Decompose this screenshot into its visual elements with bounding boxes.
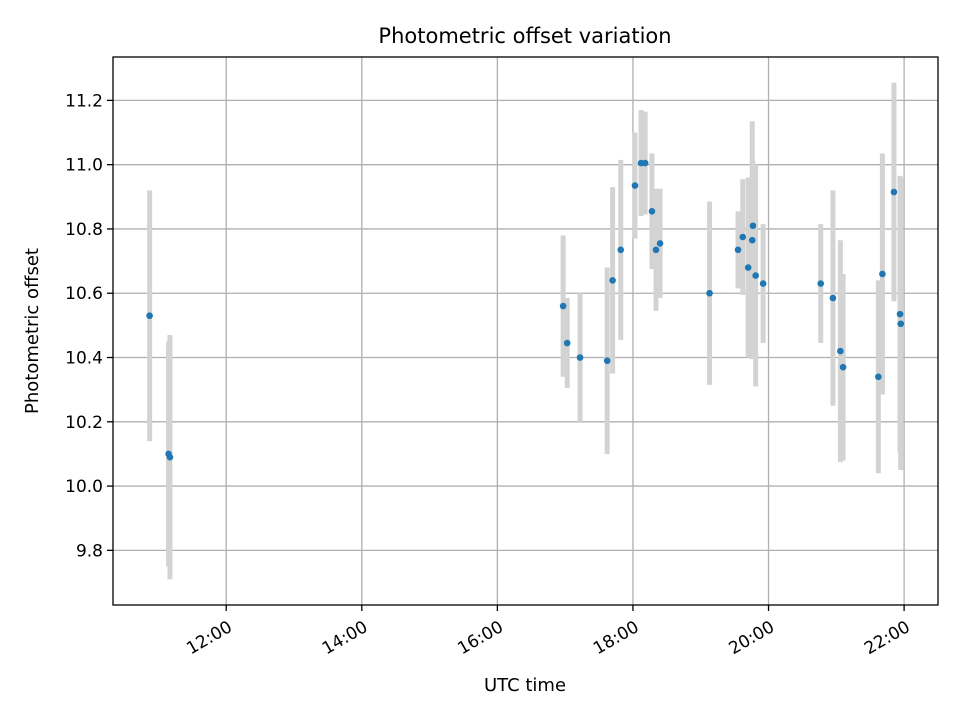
y-axis-ticks: 9.8 10.0 10.2 10.4 10.6 10.8 11.0 11.2 — [65, 91, 113, 561]
y-tick-label: 9.8 — [76, 541, 103, 561]
grid-lines — [113, 57, 938, 605]
data-point — [837, 347, 844, 355]
data-points — [146, 159, 905, 461]
data-point — [603, 357, 611, 365]
data-point — [559, 302, 567, 310]
data-point — [641, 159, 649, 167]
data-point — [652, 246, 660, 254]
y-axis-label: Photometric offset — [22, 248, 43, 414]
data-point — [739, 233, 747, 241]
data-point — [576, 354, 584, 361]
y-tick-label: 11.0 — [65, 156, 103, 176]
y-tick-label: 10.0 — [65, 477, 103, 497]
data-point — [166, 453, 174, 461]
data-point — [752, 272, 759, 279]
y-tick-label: 10.6 — [65, 284, 103, 304]
y-tick-label: 11.2 — [65, 91, 103, 111]
plot-frame — [112, 56, 939, 606]
data-point — [631, 182, 639, 189]
data-point — [829, 294, 837, 302]
x-axis-label: UTC time — [484, 675, 566, 696]
y-tick-label: 10.4 — [65, 349, 103, 369]
data-point — [749, 222, 757, 230]
data-point — [146, 312, 153, 320]
data-point — [817, 280, 825, 287]
data-point — [563, 339, 571, 347]
data-point — [734, 246, 742, 254]
data-point — [656, 240, 664, 247]
y-tick-label: 10.8 — [65, 220, 103, 240]
data-point — [875, 373, 882, 381]
data-point — [609, 277, 616, 284]
data-point — [748, 236, 756, 244]
data-point — [706, 289, 713, 297]
data-point — [879, 270, 886, 278]
data-point — [648, 207, 656, 215]
data-point — [839, 363, 847, 371]
data-point — [896, 310, 904, 318]
chart-title: Photometric offset variation — [378, 24, 671, 48]
data-point — [759, 280, 767, 287]
data-point — [897, 320, 905, 328]
data-point — [744, 264, 752, 271]
data-point — [617, 246, 625, 254]
data-point — [890, 188, 898, 196]
y-tick-label: 10.2 — [65, 413, 103, 433]
